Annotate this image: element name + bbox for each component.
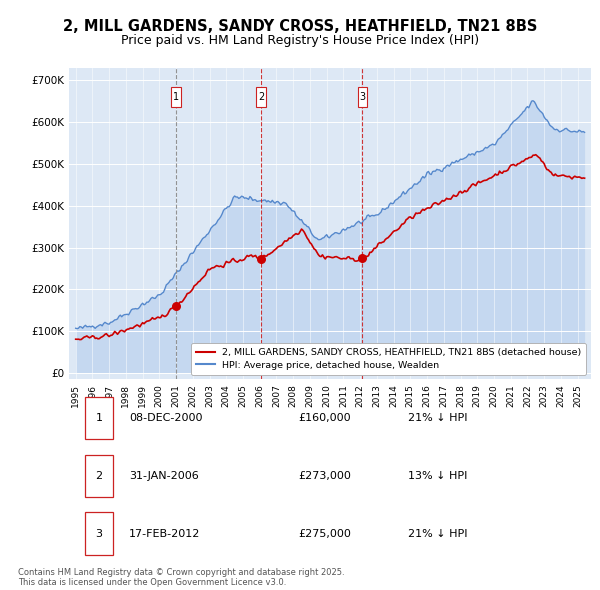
Text: £160,000: £160,000 [299, 413, 352, 423]
Text: 2, MILL GARDENS, SANDY CROSS, HEATHFIELD, TN21 8BS: 2, MILL GARDENS, SANDY CROSS, HEATHFIELD… [63, 19, 537, 34]
Text: 3: 3 [359, 92, 365, 102]
Text: 08-DEC-2000: 08-DEC-2000 [129, 413, 203, 423]
Text: 17-FEB-2012: 17-FEB-2012 [129, 529, 200, 539]
Legend: 2, MILL GARDENS, SANDY CROSS, HEATHFIELD, TN21 8BS (detached house), HPI: Averag: 2, MILL GARDENS, SANDY CROSS, HEATHFIELD… [191, 343, 586, 375]
FancyBboxPatch shape [85, 454, 113, 497]
Text: Contains HM Land Registry data © Crown copyright and database right 2025.
This d: Contains HM Land Registry data © Crown c… [18, 568, 344, 587]
Text: 1: 1 [173, 92, 179, 102]
Text: Price paid vs. HM Land Registry's House Price Index (HPI): Price paid vs. HM Land Registry's House … [121, 34, 479, 47]
FancyBboxPatch shape [358, 87, 367, 107]
Text: 2: 2 [258, 92, 264, 102]
FancyBboxPatch shape [256, 87, 266, 107]
Text: 31-JAN-2006: 31-JAN-2006 [129, 471, 199, 481]
FancyBboxPatch shape [85, 513, 113, 555]
Text: £275,000: £275,000 [299, 529, 352, 539]
Point [358, 253, 367, 263]
Text: 3: 3 [95, 529, 103, 539]
Text: £273,000: £273,000 [299, 471, 352, 481]
Text: 1: 1 [95, 413, 103, 423]
Text: 13% ↓ HPI: 13% ↓ HPI [409, 471, 467, 481]
Text: 21% ↓ HPI: 21% ↓ HPI [409, 413, 468, 423]
FancyBboxPatch shape [85, 396, 113, 439]
Text: 2: 2 [95, 471, 103, 481]
Text: 21% ↓ HPI: 21% ↓ HPI [409, 529, 468, 539]
FancyBboxPatch shape [172, 87, 181, 107]
Point [171, 301, 181, 311]
Point [256, 254, 266, 264]
